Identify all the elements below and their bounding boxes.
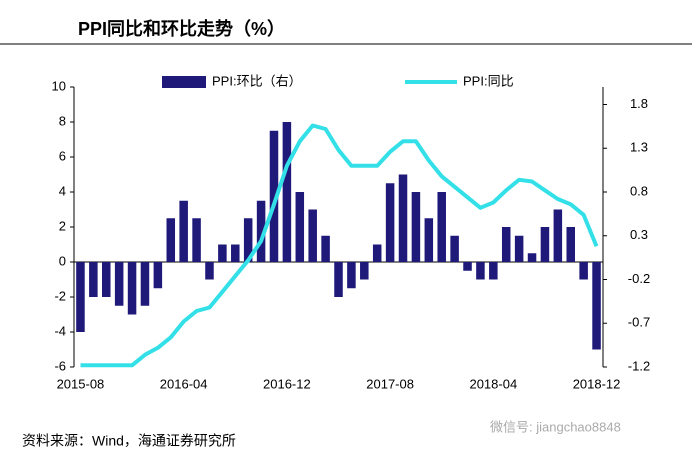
bar	[243, 218, 253, 262]
bar	[192, 218, 201, 262]
bar	[372, 244, 382, 262]
y2-tick-label: 0.8	[630, 183, 648, 198]
bar	[166, 218, 176, 262]
bar	[553, 209, 563, 262]
x-tick-label: 2016-12	[263, 376, 311, 391]
bar	[566, 227, 576, 262]
legend-label: PPI:环比（右）	[212, 73, 302, 88]
watermark: 微信号: jiangchao8848	[490, 419, 621, 434]
bar	[179, 200, 188, 262]
x-tick-label: 2015-08	[57, 376, 105, 391]
bar	[450, 235, 459, 262]
y2-tick-label: 1.8	[630, 96, 648, 111]
bar	[592, 262, 601, 350]
bar	[360, 262, 369, 280]
y-tick-label: -6	[54, 358, 66, 373]
bar	[218, 244, 227, 262]
bar	[514, 235, 524, 262]
bar	[334, 262, 343, 297]
bar	[476, 262, 485, 280]
bar	[114, 262, 124, 306]
y-tick-label: 8	[59, 113, 66, 128]
bar	[89, 262, 98, 297]
y-tick-label: 4	[59, 183, 66, 198]
source: 资料来源：Wind，海通证券研究所	[22, 433, 236, 449]
y-tick-label: 2	[59, 218, 66, 233]
bar	[205, 262, 214, 280]
y2-tick-label: 0.3	[630, 227, 648, 242]
bar	[76, 262, 85, 332]
y2-tick-label: -0.2	[628, 271, 650, 286]
line	[80, 123, 599, 368]
y2-tick-label: 1.3	[630, 140, 648, 155]
bar	[501, 227, 511, 262]
bar	[579, 262, 588, 280]
legend-label: PPI:同比	[463, 73, 514, 88]
bar	[540, 227, 550, 262]
bar	[424, 218, 434, 262]
bar	[282, 122, 292, 262]
y-tick-label: -2	[54, 288, 66, 303]
bar	[231, 244, 240, 262]
x-tick-label: 2018-04	[469, 376, 517, 391]
bar	[153, 262, 163, 289]
x-tick-label: 2017-08	[366, 376, 414, 391]
bar	[463, 262, 472, 271]
bar	[256, 200, 266, 262]
y-tick-label: 0	[59, 253, 66, 268]
bar	[295, 192, 305, 262]
y-tick-label: -4	[54, 323, 66, 338]
bar	[269, 130, 279, 262]
bar	[385, 183, 395, 262]
y2-tick-label: -1.2	[628, 358, 650, 373]
y2-tick-label: -0.7	[628, 315, 650, 330]
bar	[321, 235, 330, 262]
bar	[140, 262, 150, 306]
bar	[411, 192, 421, 262]
bar	[527, 253, 537, 262]
bar	[127, 262, 137, 315]
chart-title: PPI同比和环比走势（%）	[78, 18, 285, 39]
x-tick-label: 2016-04	[160, 376, 208, 391]
bar	[398, 174, 408, 262]
legend-swatch	[162, 76, 206, 88]
bar	[308, 209, 317, 262]
bar	[101, 262, 111, 297]
bar	[489, 262, 498, 280]
y-tick-label: 6	[59, 148, 66, 163]
bar	[347, 262, 356, 289]
bar	[437, 192, 446, 262]
y-tick-label: 10	[52, 78, 66, 93]
x-tick-label: 2018-12	[573, 376, 621, 391]
